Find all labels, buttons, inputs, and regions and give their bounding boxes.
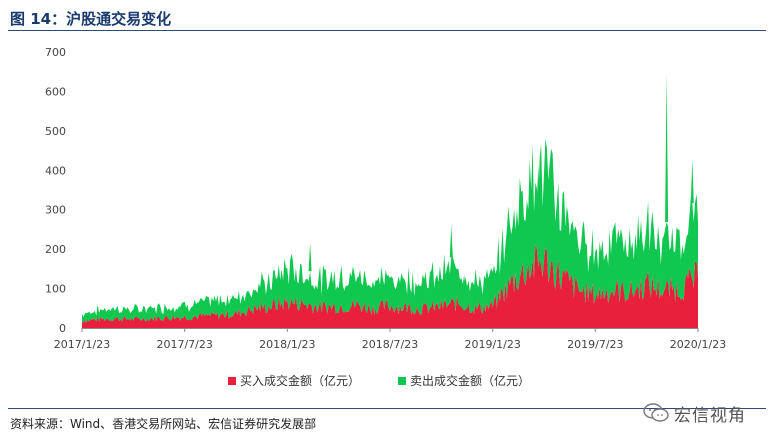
x-tick-label: 2017/1/23 — [54, 338, 110, 351]
series-sell-spike — [308, 242, 312, 272]
legend-label-buy: 买入成交金额（亿元） — [240, 374, 361, 388]
series-sell-spike — [449, 225, 453, 258]
series-sell-spike — [536, 165, 540, 203]
title-bar: 图 14：沪股通交易变化 — [8, 6, 766, 31]
y-tick-label: 600 — [45, 85, 66, 98]
y-tick-label: 500 — [45, 125, 66, 138]
y-tick-label: 100 — [45, 283, 66, 296]
legend-item-sell: 卖出成交金额（亿元） — [398, 372, 530, 389]
legend-item-buy: 买入成交金额（亿元） — [228, 372, 360, 389]
watermark-text: 宏信视角 — [674, 406, 746, 426]
y-tick-label: 0 — [59, 322, 66, 335]
x-tick-label: 2018/1/23 — [259, 338, 315, 351]
x-tick-label: 2019/7/23 — [567, 338, 623, 351]
chart-title: 图 14：沪股通交易变化 — [10, 10, 172, 28]
series-buy-area — [82, 244, 698, 328]
y-tick-label: 700 — [45, 46, 66, 59]
source-note: 资料来源：Wind、香港交易所网站、宏信证券研究发展部 — [10, 417, 317, 431]
y-tick-label: 300 — [45, 204, 66, 217]
legend-label-sell: 卖出成交金额（亿元） — [410, 374, 531, 388]
x-tick-label: 2017/7/23 — [156, 338, 212, 351]
x-tick-label: 2020/1/23 — [670, 338, 726, 351]
x-tick-label: 2018/7/23 — [362, 338, 418, 351]
legend-swatch-buy — [228, 376, 236, 385]
wechat-icon — [643, 403, 669, 422]
y-tick-label: 200 — [45, 243, 66, 256]
footer-rule — [8, 408, 766, 409]
x-tick-label: 2019/1/23 — [464, 338, 520, 351]
series-sell-spike — [462, 275, 466, 286]
chart: 0 100 200 300 400 500 600 700 2017/1/23 2017/7/23… — [45, 46, 726, 351]
series-sell-spike — [690, 159, 694, 204]
series-sell-spike — [665, 73, 669, 223]
legend-swatch-sell — [398, 376, 406, 385]
watermark: 宏信视角 — [640, 400, 770, 426]
y-tick-label: 400 — [45, 164, 66, 177]
legend: 买入成交金额（亿元） 卖出成交金额（亿元） — [0, 372, 774, 392]
series-sell-area — [82, 139, 698, 323]
